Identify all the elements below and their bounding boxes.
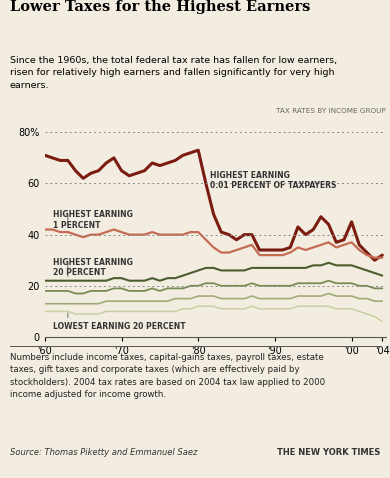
Text: Lower Taxes for the Highest Earners: Lower Taxes for the Highest Earners	[10, 0, 310, 14]
Text: THE NEW YORK TIMES: THE NEW YORK TIMES	[277, 447, 380, 456]
Text: TAX RATES BY INCOME GROUP: TAX RATES BY INCOME GROUP	[277, 108, 386, 114]
Text: Numbers include income taxes, capital-gains taxes, payroll taxes, estate
taxes, : Numbers include income taxes, capital-ga…	[10, 353, 325, 399]
Text: Source: Thomas Piketty and Emmanuel Saez: Source: Thomas Piketty and Emmanuel Saez	[10, 447, 197, 456]
Text: Since the 1960s, the total federal tax rate has fallen for low earners,
risen fo: Since the 1960s, the total federal tax r…	[10, 56, 337, 89]
Text: HIGHEST EARNING
1 PERCENT: HIGHEST EARNING 1 PERCENT	[53, 210, 132, 230]
Text: HIGHEST EARNING
0.01 PERCENT OF TAXPAYERS: HIGHEST EARNING 0.01 PERCENT OF TAXPAYER…	[210, 171, 336, 190]
Text: HIGHEST EARNING
20 PERCENT: HIGHEST EARNING 20 PERCENT	[53, 258, 132, 277]
Text: LOWEST EARNING 20 PERCENT: LOWEST EARNING 20 PERCENT	[53, 322, 185, 331]
